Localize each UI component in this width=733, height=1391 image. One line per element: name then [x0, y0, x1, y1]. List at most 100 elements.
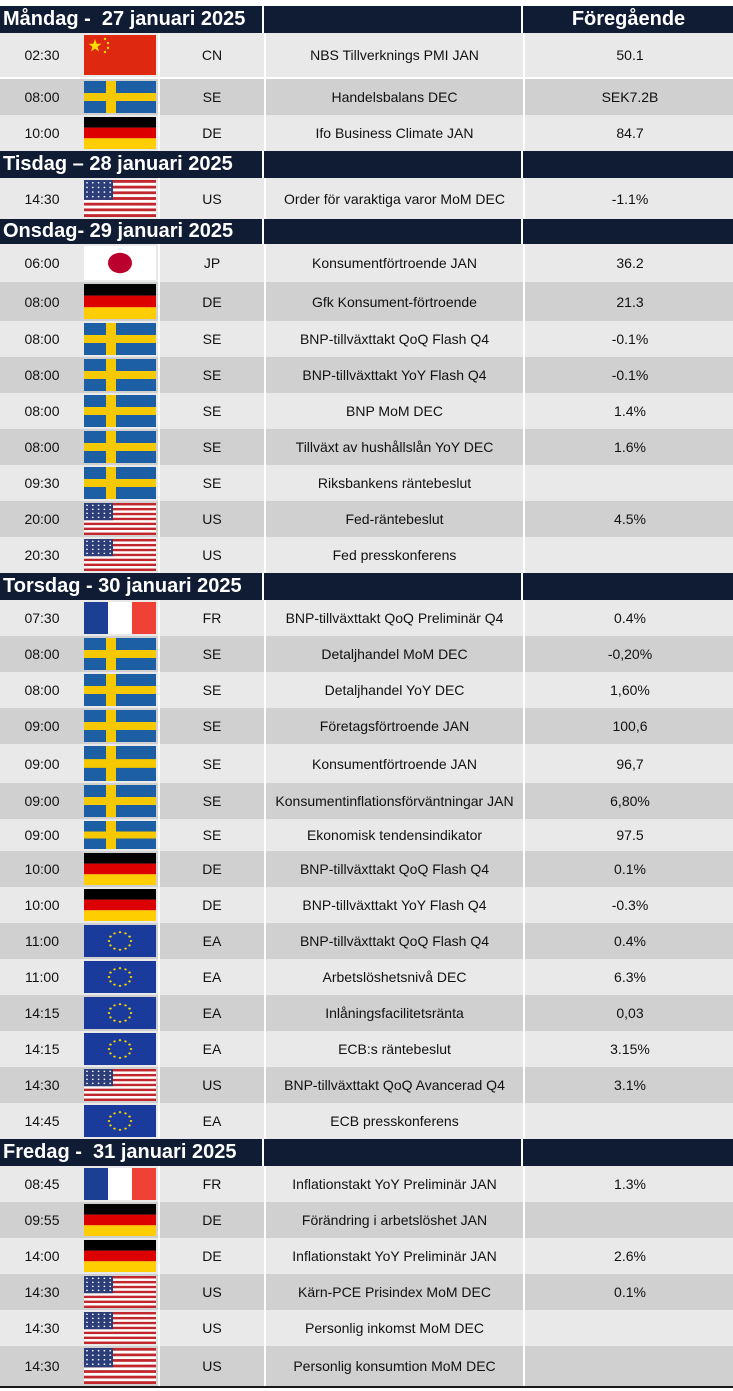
- event-country: SE: [158, 783, 264, 819]
- event-country: US: [158, 537, 264, 573]
- event-row: 11:00 EA BNP-tillväxttakt QoQ Flash Q4 0.4%: [0, 923, 733, 959]
- event-country: SE: [158, 393, 264, 429]
- event-country: DE: [158, 851, 264, 887]
- event-country: SE: [158, 321, 264, 357]
- china-flag-icon: [84, 35, 156, 75]
- header-divider: [262, 151, 264, 178]
- event-previous: 1.4%: [523, 393, 733, 429]
- eu-flag-icon: [84, 1105, 156, 1137]
- sweden-flag-icon: [84, 821, 156, 849]
- event-country: SE: [158, 672, 264, 708]
- day-header: Tisdag – 28 januari 2025: [0, 151, 733, 178]
- event-name: Detaljhandel MoM DEC: [264, 636, 523, 672]
- sweden-flag-icon: [84, 785, 156, 817]
- event-previous: 1.3%: [523, 1166, 733, 1202]
- event-name: BNP-tillväxttakt QoQ Flash Q4: [264, 923, 523, 959]
- event-country: CN: [158, 33, 264, 77]
- day-label: Måndag - 27 januari 2025: [3, 8, 246, 30]
- event-row: 10:00 DE Ifo Business Climate JAN 84.7: [0, 115, 733, 151]
- eu-flag-icon: [84, 925, 156, 957]
- event-name: NBS Tillverknings PMI JAN: [264, 33, 523, 77]
- sweden-flag-icon: [84, 431, 156, 463]
- event-country: JP: [158, 244, 264, 282]
- event-country: US: [158, 1346, 264, 1386]
- event-previous: -1.1%: [523, 178, 733, 219]
- sweden-flag-icon: [84, 395, 156, 427]
- event-time: 08:00: [24, 646, 60, 662]
- event-name: Förändring i arbetslöshet JAN: [264, 1202, 523, 1238]
- event-time: 14:15: [24, 1041, 60, 1057]
- event-name: BNP-tillväxttakt YoY Flash Q4: [264, 887, 523, 923]
- event-previous: 6,80%: [523, 783, 733, 819]
- event-previous: 21.3: [523, 282, 733, 321]
- event-name: Konsumentinflationsförväntningar JAN: [264, 783, 523, 819]
- event-row: 09:00 SE Ekonomisk tendensindikator 97.5: [0, 819, 733, 851]
- event-previous: 1.6%: [523, 429, 733, 465]
- event-country: US: [158, 1310, 264, 1346]
- header-divider: [262, 6, 264, 33]
- event-name: Företagsförtroende JAN: [264, 708, 523, 744]
- germany-flag-icon: [84, 1204, 156, 1236]
- event-country: FR: [158, 1166, 264, 1202]
- germany-flag-icon: [84, 284, 156, 319]
- event-time: 14:30: [24, 1358, 60, 1374]
- sweden-flag-icon: [84, 674, 156, 706]
- sweden-flag-icon: [84, 710, 156, 742]
- event-country: SE: [158, 465, 264, 501]
- event-time: 08:00: [24, 89, 60, 105]
- event-country: DE: [158, 1238, 264, 1274]
- event-row: 14:30 US Personlig konsumtion MoM DEC: [0, 1346, 733, 1386]
- event-country: DE: [158, 282, 264, 321]
- event-row: 08:00 SE BNP-tillväxttakt YoY Flash Q4 -0.1…: [0, 357, 733, 393]
- event-row: 09:30 SE Riksbankens räntebeslut: [0, 465, 733, 501]
- event-time: 07:30: [24, 610, 60, 626]
- event-row: 08:00 DE Gfk Konsument-förtroende 21.3: [0, 282, 733, 321]
- event-time: 08:00: [24, 439, 60, 455]
- event-previous: 36.2: [523, 244, 733, 282]
- event-country: SE: [158, 708, 264, 744]
- event-time: 08:00: [24, 331, 60, 347]
- event-row: 11:00 EA Arbetslöshetsnivå DEC 6.3%: [0, 959, 733, 995]
- event-previous: 4.5%: [523, 501, 733, 537]
- germany-flag-icon: [84, 853, 156, 885]
- event-row: 09:00 SE Konsumentinflationsförväntningar …: [0, 783, 733, 819]
- event-row: 07:30 FR BNP-tillväxttakt QoQ Preliminär Q…: [0, 600, 733, 636]
- event-time: 02:30: [24, 47, 60, 63]
- day-header: Måndag - 27 januari 2025 Föregående: [0, 6, 733, 33]
- event-previous: -0.1%: [523, 357, 733, 393]
- event-time: 11:00: [25, 933, 59, 949]
- day-header: Torsdag - 30 januari 2025: [0, 573, 733, 600]
- event-name: Konsumentförtroende JAN: [264, 244, 523, 282]
- france-flag-icon: [84, 1168, 156, 1200]
- event-previous: 0.4%: [523, 923, 733, 959]
- event-country: SE: [158, 357, 264, 393]
- event-name: BNP-tillväxttakt QoQ Flash Q4: [264, 321, 523, 357]
- event-time: 14:00: [24, 1248, 60, 1264]
- sweden-flag-icon: [84, 746, 156, 781]
- event-country: SE: [158, 429, 264, 465]
- header-divider: [262, 573, 264, 600]
- event-name: BNP-tillväxttakt QoQ Avancerad Q4: [264, 1067, 523, 1103]
- usa-flag-icon: [84, 1348, 156, 1384]
- header-divider: [521, 1139, 523, 1166]
- event-name: Order för varaktiga varor MoM DEC: [264, 178, 523, 219]
- event-previous: [523, 537, 733, 573]
- event-row: 14:45 EA ECB presskonferens: [0, 1103, 733, 1139]
- event-time: 14:30: [24, 1320, 60, 1336]
- japan-flag-icon: [84, 246, 156, 280]
- event-previous: [523, 1202, 733, 1238]
- event-previous: 0.4%: [523, 600, 733, 636]
- event-name: Handelsbalans DEC: [264, 79, 523, 115]
- event-previous: 84.7: [523, 115, 733, 151]
- event-time: 06:00: [24, 255, 60, 271]
- event-previous: [523, 1310, 733, 1346]
- usa-flag-icon: [84, 539, 156, 571]
- event-row: 14:30 US Kärn-PCE Prisindex MoM DEC 0.1%: [0, 1274, 733, 1310]
- event-country: EA: [158, 1103, 264, 1139]
- event-name: Detaljhandel YoY DEC: [264, 672, 523, 708]
- event-name: Tillväxt av hushållslån YoY DEC: [264, 429, 523, 465]
- event-row: 14:30 US Order för varaktiga varor MoM DEC…: [0, 178, 733, 219]
- header-divider: [262, 1139, 264, 1166]
- event-name: Personlig konsumtion MoM DEC: [264, 1346, 523, 1386]
